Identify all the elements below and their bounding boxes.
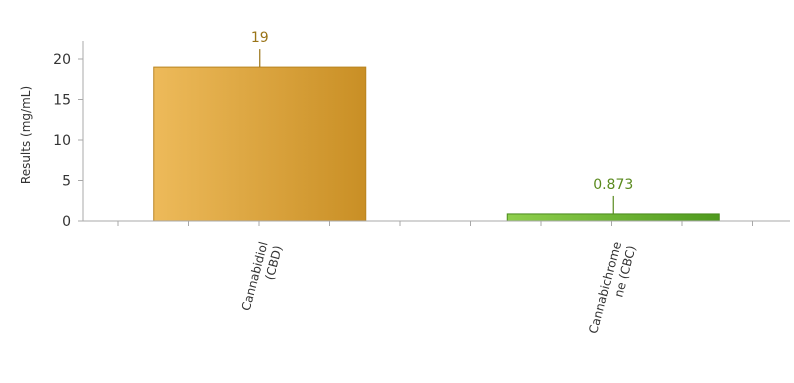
data-label: 0.873 (593, 177, 633, 193)
bar[interactable] (506, 213, 720, 222)
y-tick-label: 5 (62, 174, 71, 190)
category-label: Cannabichromene (CBC) (586, 240, 638, 339)
y-tick-label: 15 (53, 93, 71, 109)
y-axis-label: Results (mg/mL) (19, 86, 33, 184)
bar[interactable] (153, 66, 367, 222)
y-tick-label: 20 (53, 52, 71, 68)
category-label: Cannabidiol(CBD) (239, 240, 285, 316)
y-tick-label: 10 (53, 133, 71, 149)
y-tick-label: 0 (62, 214, 71, 230)
data-label: 19 (251, 30, 269, 46)
